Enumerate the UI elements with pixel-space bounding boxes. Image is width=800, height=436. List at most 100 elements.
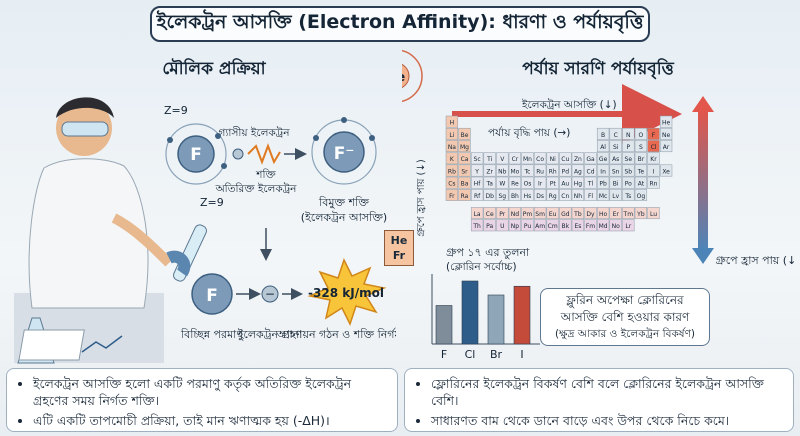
reason-callout: ফ্লুরিন অপেক্ষা ক্লোরিনের আসক্তি বেশি হও…	[540, 288, 710, 346]
element-cell	[496, 176, 509, 189]
f-block-symbol: Am	[535, 223, 545, 230]
bar-label-cl: Cl	[465, 348, 476, 361]
element-symbol: Mo	[510, 168, 519, 175]
element-cell	[596, 140, 610, 153]
element-cell	[496, 152, 509, 165]
element-cell	[445, 152, 459, 165]
reason-sub: (ক্ষুদ্র আকার ও ইলেকট্রন বিকর্ষণ)	[554, 328, 696, 340]
element-symbol: Si	[613, 144, 619, 151]
f-block-cell	[622, 207, 635, 220]
f-block-cell	[483, 219, 496, 232]
electron-dot	[313, 135, 319, 141]
energy-burst-icon	[307, 258, 387, 326]
element-symbol: Te	[637, 168, 645, 175]
element-cell	[571, 152, 585, 165]
element-cell	[622, 127, 635, 140]
f-atom-symbol: F	[190, 145, 202, 165]
summary-left-item: ইলেকট্রন আসক্তি হলো একটি পরমাণু কর্তৃক অ…	[33, 375, 387, 409]
element-symbol: Re	[511, 181, 519, 188]
element-symbol: At	[638, 181, 645, 188]
element-cell	[571, 164, 585, 177]
element-cell	[622, 176, 635, 189]
f-block-cell	[622, 219, 635, 232]
periodicity-diagram: Ne পর্যায় সারণি পর্যায়বৃত্তি ইলেকট্রন …	[369, 49, 800, 361]
element-cell	[609, 127, 622, 140]
element-cell	[609, 140, 622, 153]
element-cell	[584, 176, 597, 189]
element-cell	[458, 140, 471, 153]
element-cell	[596, 188, 610, 201]
element-symbol: Ge	[599, 156, 608, 163]
element-cell	[596, 127, 610, 140]
f-block-cell	[496, 219, 509, 232]
element-cell	[559, 152, 572, 165]
element-cell	[533, 164, 547, 177]
element-cell	[647, 127, 660, 140]
scientist-illustration	[14, 97, 207, 364]
f-block-symbol: Gd	[561, 211, 570, 218]
element-cell	[496, 188, 509, 201]
element-cell	[584, 188, 597, 201]
f-block-cell	[571, 207, 585, 220]
element-cell	[659, 127, 673, 140]
element-cell	[634, 164, 648, 177]
bar-label-br: Br	[490, 348, 503, 361]
element-cell	[634, 152, 648, 165]
element-symbol: Sr	[461, 168, 468, 175]
element-symbol: Ar	[663, 144, 670, 151]
he-fr-tile: He Fr	[384, 230, 414, 266]
extra-electron-label: অতিরিক্ত ইলেকট্রন	[215, 182, 298, 195]
isolated-atom-label-line: বিচ্ছিন্ন পরমাণু	[180, 328, 244, 341]
summary-left-item: এটি একটি তাপমোচী প্রক্রিয়া, তাই মান ঋণা…	[33, 412, 387, 429]
element-symbol: Og	[637, 193, 646, 200]
element-cell	[634, 127, 648, 140]
element-cell	[458, 164, 471, 177]
element-cell	[470, 176, 484, 189]
element-symbol: Db	[485, 193, 494, 200]
f-block-cell	[559, 219, 572, 232]
f-block-cell	[483, 207, 496, 220]
fr-symbol: Fr	[392, 249, 406, 262]
f-block-cell	[559, 207, 572, 220]
f-block-cell	[596, 207, 610, 220]
energy-value: -328 kJ/mol	[308, 286, 384, 300]
element-symbol: Co	[536, 156, 544, 163]
element-symbol: Ds	[536, 193, 544, 200]
element-cell	[508, 164, 522, 177]
f-block-symbol: Pa	[486, 223, 493, 230]
element-symbol: Hg	[574, 181, 583, 188]
element-symbol: Hs	[524, 193, 532, 200]
f-block-symbol: Pm	[523, 211, 533, 218]
f-block-symbol: Er	[613, 211, 620, 218]
element-cell	[609, 152, 622, 165]
reason-line2: আসক্তি বেশি হওয়ার কারণ	[560, 310, 690, 324]
element-symbol: Rb	[448, 168, 456, 175]
element-cell	[445, 127, 459, 140]
element-cell	[458, 176, 471, 189]
energy-zigzag-icon	[247, 143, 281, 165]
electron-dot	[369, 135, 375, 141]
gas-electron-label: গ্যাসীয় ইলেকট্রন	[218, 126, 290, 139]
element-symbol: In	[600, 168, 606, 175]
element-symbol: Cn	[561, 193, 569, 200]
element-cell	[521, 164, 534, 177]
element-cell	[622, 152, 635, 165]
f-block-cell	[533, 219, 547, 232]
periodicity-panel: Ne পর্যায় সারণি পর্যায়বৃত্তি ইলেকট্রন …	[369, 48, 800, 366]
element-symbol: Mc	[599, 193, 607, 200]
element-symbol: Hf	[474, 181, 482, 188]
bar-label-f: F	[441, 348, 447, 361]
compare-sub: (ক্লোরিন সর্বোচ্চ)	[446, 260, 517, 273]
f-block-cell	[609, 219, 622, 232]
f-block-symbol: Np	[511, 223, 519, 230]
group-trend-bar	[698, 110, 708, 250]
element-symbol: N	[626, 132, 631, 139]
page-title: ইলেকট্রন আসক্তি (Electron Affinity): ধার…	[150, 6, 650, 42]
period-arrow-label: পর্যায় বৃদ্ধি পায় (→)	[488, 126, 570, 139]
element-cell	[508, 188, 522, 201]
element-cell	[659, 140, 673, 153]
compare-title: গ্রুপ ১৭ এর তুলনা	[446, 246, 530, 259]
element-cell	[622, 188, 635, 201]
element-cell	[445, 140, 459, 153]
element-symbol: K	[450, 156, 455, 163]
